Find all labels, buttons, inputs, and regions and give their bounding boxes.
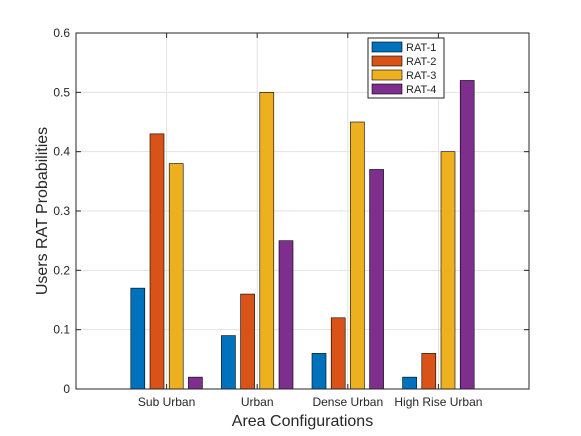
y-tick-label: 0.1 — [53, 323, 70, 337]
legend-label: RAT-1 — [406, 42, 436, 54]
legend: RAT-1 RAT-2 RAT-3 RAT-4 — [367, 37, 445, 99]
y-tick-label: 0.5 — [53, 85, 70, 99]
x-axis-ticks: Sub Urban Urban Dense Urban High Rise Urban — [138, 33, 482, 409]
y-tick-label: 0.2 — [53, 263, 70, 277]
bar-rat-1 — [221, 335, 236, 390]
bar-rat-3 — [168, 163, 184, 390]
bar-rat-1 — [311, 353, 327, 390]
bar-rat-4 — [369, 169, 384, 390]
x-tick-label: High Rise Urban — [394, 395, 482, 409]
bar-rat-4 — [278, 240, 294, 390]
bar-rat-1 — [130, 287, 146, 390]
bar-rat-3 — [259, 92, 275, 390]
bar-rat-2 — [330, 317, 346, 390]
legend-swatch — [371, 55, 403, 67]
legend-label: RAT-4 — [406, 84, 436, 96]
y-tick-label: 0.6 — [53, 26, 70, 40]
y-tick-label: 0.4 — [53, 145, 70, 159]
x-axis-label: Area Configurations — [232, 413, 373, 430]
y-axis-ticks: 0 0.1 0.2 0.3 0.4 0.5 0.6 — [53, 26, 529, 396]
bar-rat-2 — [149, 133, 165, 390]
bar-rat-3 — [440, 151, 456, 390]
bar-rat-4 — [188, 376, 203, 390]
legend-swatch — [371, 83, 403, 95]
y-axis-label: Users RAT Probabilities — [34, 127, 51, 295]
bar-rat-1 — [402, 376, 417, 390]
y-tick-label: 0 — [63, 382, 70, 396]
bar-rat-3 — [350, 121, 365, 390]
bar-rat-2 — [240, 293, 255, 390]
legend-swatch — [371, 41, 403, 53]
legend-swatch — [371, 69, 403, 81]
y-tick-label: 0.3 — [53, 204, 70, 218]
bar-rat-4 — [459, 80, 475, 390]
x-tick-label: Urban — [241, 395, 274, 409]
legend-label: RAT-2 — [406, 56, 436, 68]
x-tick-label: Dense Urban — [312, 395, 383, 409]
x-tick-label: Sub Urban — [138, 395, 195, 409]
legend-label: RAT-3 — [406, 70, 436, 82]
bar-rat-2 — [421, 353, 437, 390]
